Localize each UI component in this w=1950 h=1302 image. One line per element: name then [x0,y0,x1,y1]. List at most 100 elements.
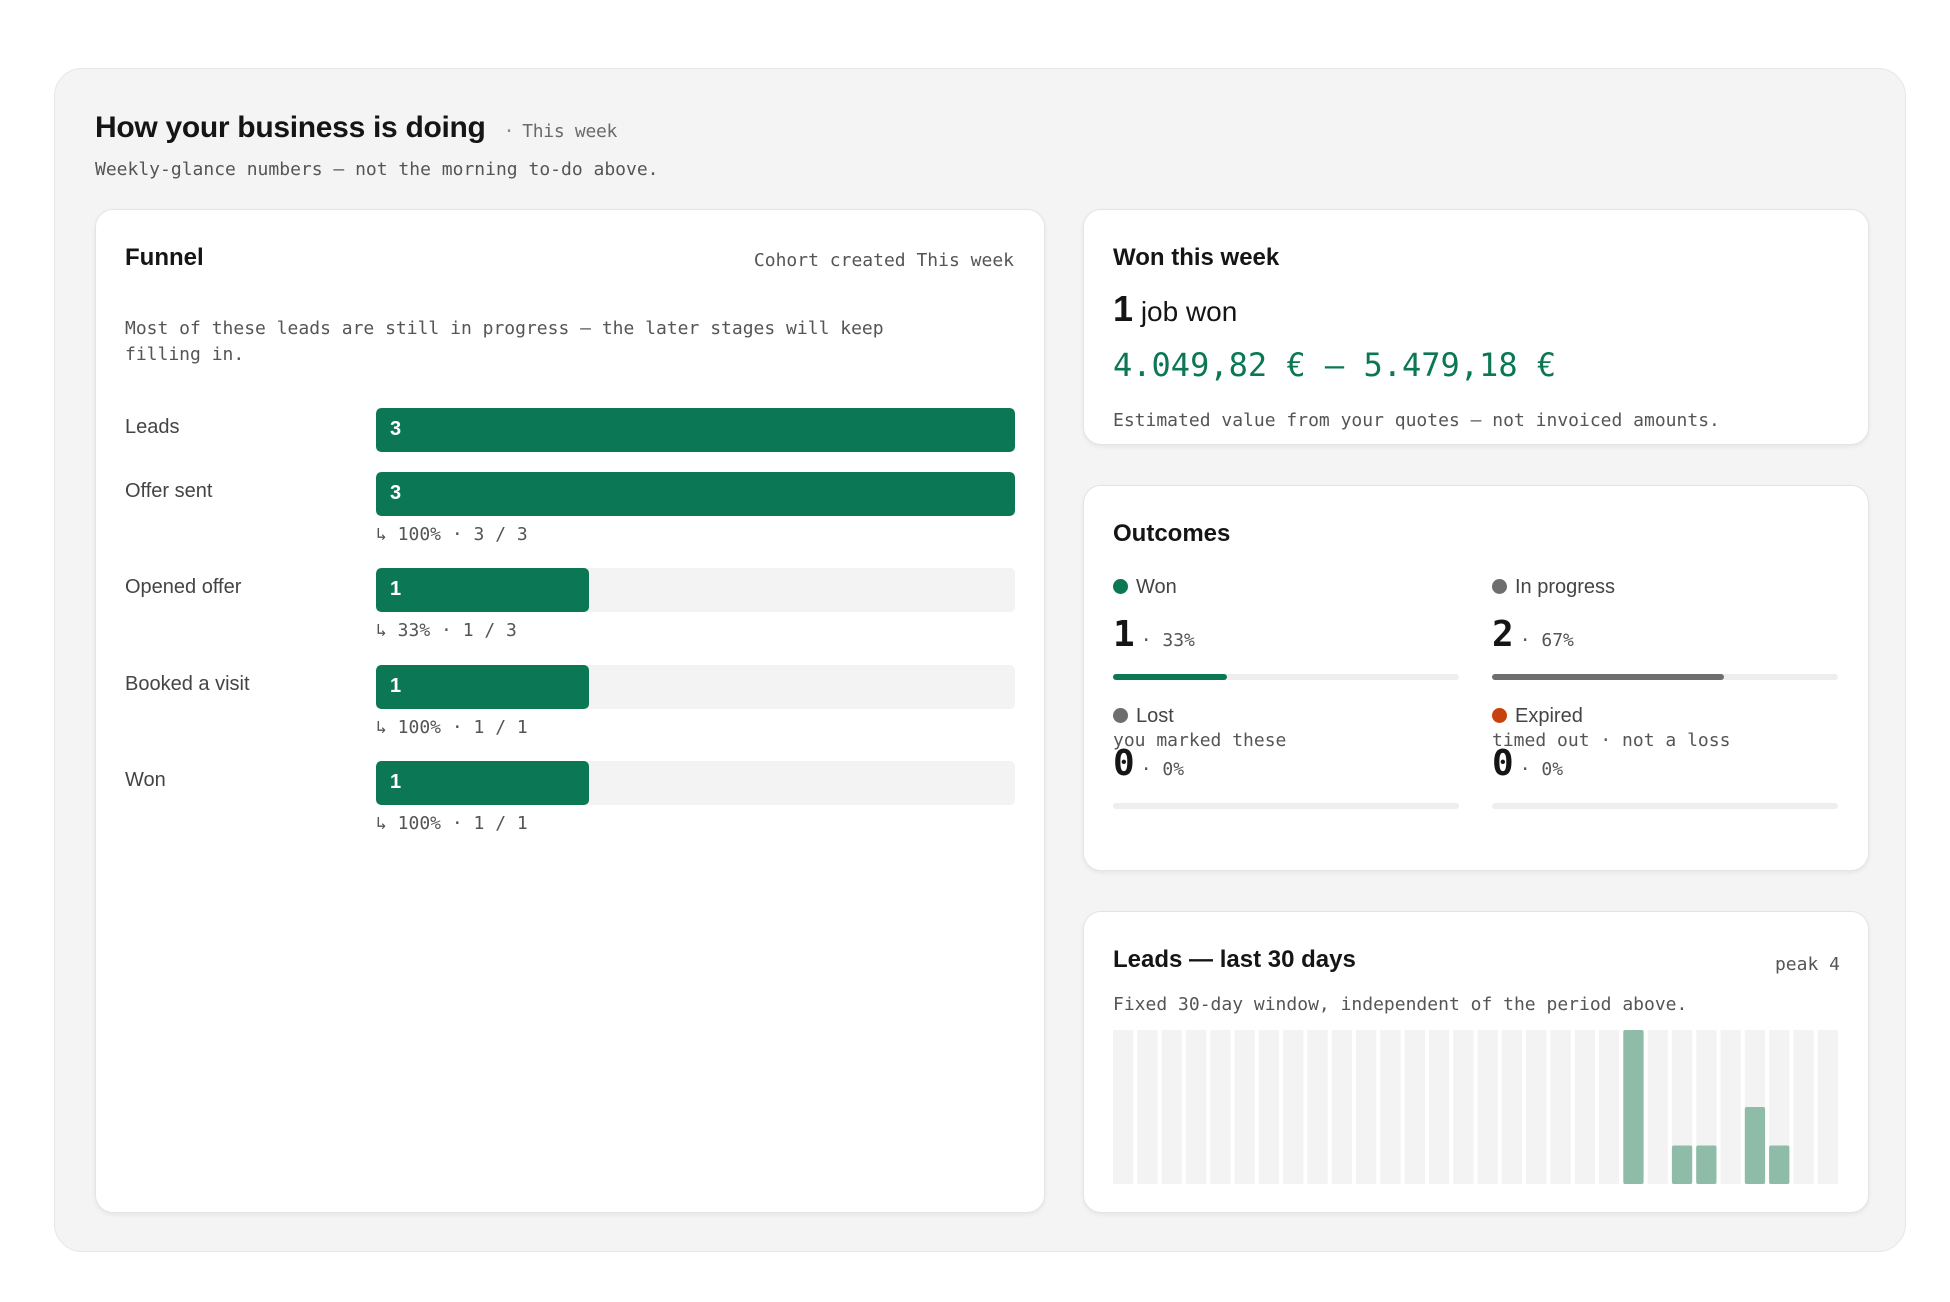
funnel-bar-fill [376,568,589,612]
won-count-line: 1 job won [1113,288,1237,330]
outcome-bar-track [1113,803,1459,809]
expired-note: timed out · not a loss [1492,730,1731,751]
won-value-range: 4.049,82 € – 5.479,18 € [1113,346,1557,384]
page-title: How your business is doing · This week [95,111,617,145]
outcome-value: 1 · 33% [1113,614,1195,655]
funnel-stage-label: Booked a visit [125,673,250,695]
won-count-label: job won [1140,296,1238,327]
chart-day-track [1283,1030,1304,1184]
chart-day-track [1477,1030,1498,1184]
outcome-expired: Expired 0 · 0% [1492,705,1838,815]
chart-bar-d22 [1623,1030,1644,1184]
status-dot-icon [1113,708,1128,723]
page-subtitle: Weekly-glance numbers — not the morning … [95,159,659,180]
outcome-value: 0 · 0% [1113,743,1184,784]
leads-bar-chart [1113,1030,1838,1184]
chart-day-track [1574,1030,1595,1184]
funnel-bar-fill [376,408,1015,452]
outcome-bar-fill [1113,674,1228,680]
outcome-percent: · 0% [1519,759,1564,780]
chart-day-track [1428,1030,1450,1184]
funnel-bar-track: 1 [376,568,1015,612]
funnel-stage-label: Offer sent [125,480,213,502]
outcome-count: 2 [1492,614,1514,655]
funnel-row-opened-offer: Opened offer 1 ↳ 33% · 1 / 3 [125,568,1015,658]
chart-day-track [1234,1030,1255,1184]
leads-chart-subtitle: Fixed 30-day window, independent of the … [1113,994,1688,1015]
funnel-bar-track: 3 [376,472,1015,516]
outcome-won: Won 1 · 33% [1113,576,1459,686]
won-caption: Estimated value from your quotes — not i… [1113,410,1720,431]
chart-day-track [1647,1030,1668,1184]
outcome-bar-track [1113,674,1459,680]
funnel-note: Most of these leads are still in progres… [125,318,884,365]
chart-day-track [1526,1030,1547,1184]
outcome-bar-track [1492,674,1838,680]
chart-day-track [1793,1030,1814,1184]
status-dot-icon [1113,579,1128,594]
funnel-stage-count: 1 [390,771,402,793]
chart-day-track [1331,1030,1352,1184]
outcome-label: Won [1113,576,1177,599]
chart-day-track [1356,1030,1377,1184]
outcome-bar-fill [1492,674,1724,680]
outcome-label: Expired [1492,705,1583,728]
outcome-count: 0 [1492,743,1514,784]
chart-bar-d28 [1769,1145,1790,1184]
won-count: 1 [1113,288,1134,329]
chart-day-track [1185,1030,1207,1184]
outcome-percent: · 67% [1519,630,1574,651]
funnel-conversion: ↳ 33% · 1 / 3 [376,620,517,641]
funnel-stage-count: 3 [390,482,402,504]
outcome-percent: · 33% [1140,630,1195,651]
funnel-row-leads: Leads 3 [125,408,1015,498]
won-this-week-card: Won this week 1 job won 4.049,82 € – 5.4… [1083,209,1869,445]
funnel-row-offer-sent: Offer sent 3 ↳ 100% · 3 / 3 [125,472,1015,562]
outcome-label-text: In progress [1515,576,1616,598]
funnel-stage-count: 1 [390,675,402,697]
outcome-label-text: Lost [1136,705,1174,727]
funnel-bar-fill [376,665,589,709]
outcome-label-text: Won [1136,576,1177,598]
outcome-bar-track [1492,803,1838,809]
funnel-row-booked-visit: Booked a visit 1 ↳ 100% · 1 / 1 [125,665,1015,755]
outcome-value: 2 · 67% [1492,614,1574,655]
outcome-label: Lost [1113,705,1174,728]
chart-bar-d27 [1744,1107,1766,1184]
page-title-text: How your business is doing [95,111,486,144]
chart-day-track [1817,1030,1838,1184]
lost-note: you marked these [1113,730,1287,751]
period-label: This week [522,121,618,142]
outcome-count: 1 [1113,614,1135,655]
funnel-title: Funnel [125,244,204,271]
outcome-percent: · 0% [1140,759,1185,780]
chart-day-track [1307,1030,1328,1184]
title-separator: · [503,121,515,142]
funnel-stage-count: 1 [390,578,402,600]
chart-bar-d25 [1696,1145,1717,1184]
funnel-stage-count: 3 [390,418,402,440]
funnel-bar-track: 3 [376,408,1015,452]
won-title: Won this week [1113,244,1280,271]
funnel-bar-track: 1 [376,665,1015,709]
funnel-bar-fill [376,472,1015,516]
funnel-stage-label: Won [125,769,166,791]
funnel-conversion: ↳ 100% · 3 / 3 [376,524,528,545]
chart-day-track [1720,1030,1741,1184]
leads-peak-label: peak 4 [1774,954,1840,975]
chart-bar-d24 [1671,1145,1693,1184]
outcome-label-text: Expired [1515,705,1583,727]
funnel-bar-track: 1 [376,761,1015,805]
chart-day-track [1210,1030,1231,1184]
chart-day-track [1137,1030,1158,1184]
outcomes-card: Outcomes Won 1 · 33% In progress 2 · 67% [1083,485,1869,871]
funnel-cohort-label: Cohort created This week [753,250,1014,271]
status-dot-icon [1492,579,1507,594]
outcome-label: In progress [1492,576,1615,599]
funnel-card: Funnel Cohort created This week Most of … [95,209,1045,1213]
status-dot-icon [1492,708,1507,723]
chart-day-track [1113,1030,1134,1184]
funnel-conversion: ↳ 100% · 1 / 1 [376,717,528,738]
business-overview-panel: How your business is doing · This week W… [54,68,1906,1252]
chart-day-track [1550,1030,1571,1184]
